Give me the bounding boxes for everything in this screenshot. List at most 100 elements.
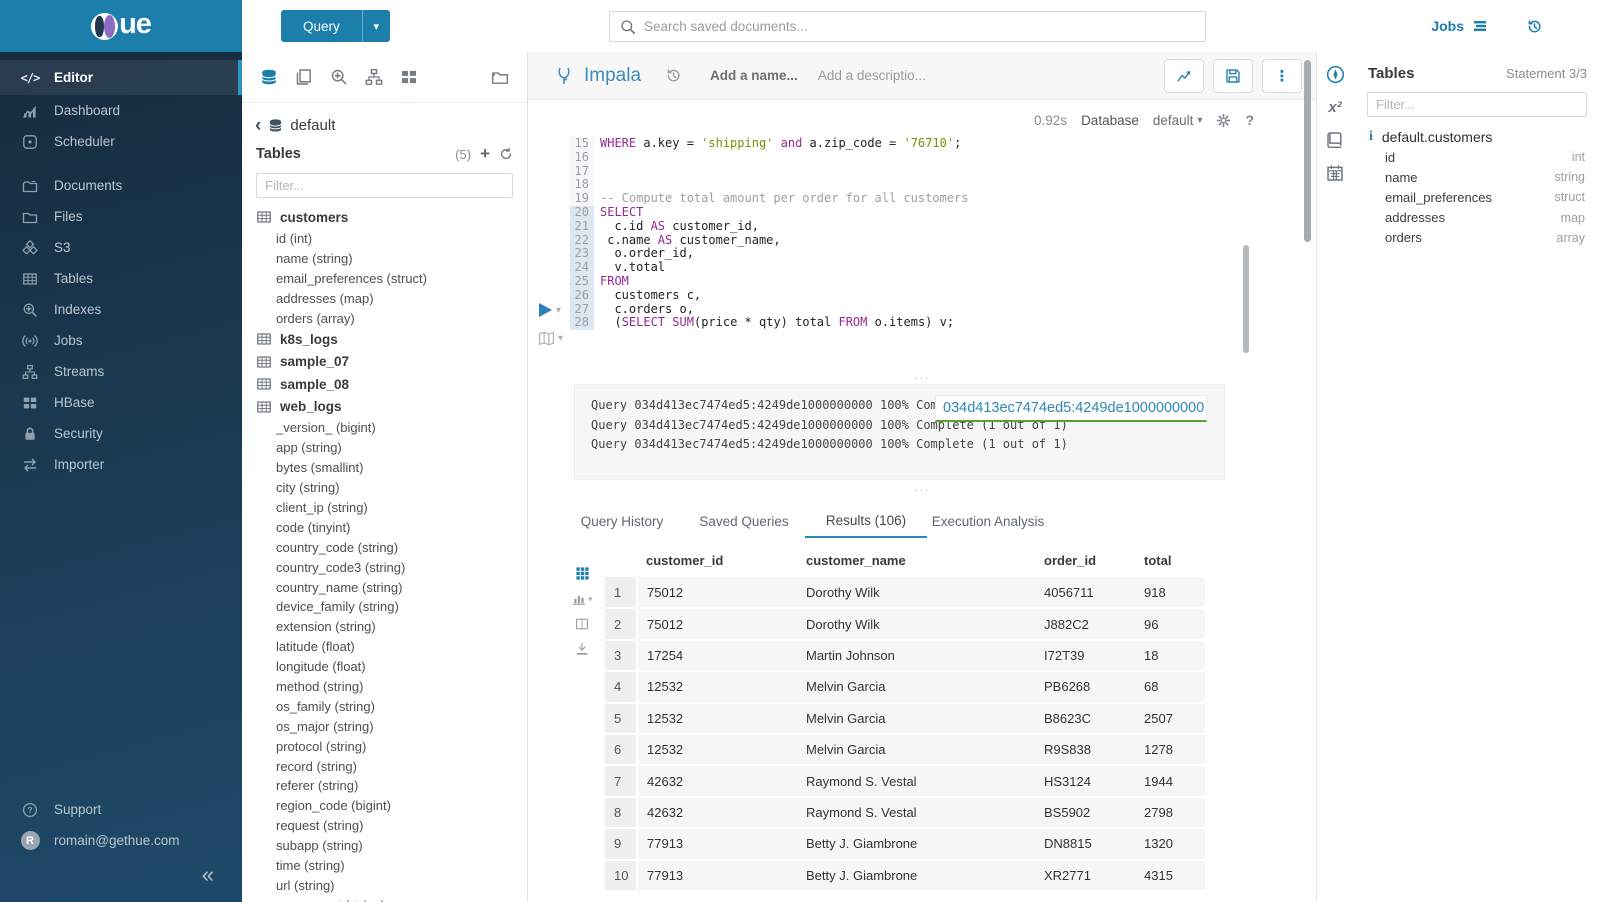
table-row[interactable]: 2 75012 Dorothy Wilk J882C2 96: [605, 608, 1205, 641]
table-row[interactable]: 5 12532 Melvin Garcia B8623C 2507: [605, 702, 1205, 735]
tab-query-history[interactable]: Query History: [580, 513, 664, 529]
assist-column[interactable]: method (string): [276, 678, 364, 694]
sidebar-item-user[interactable]: R romain@gethue.com: [0, 825, 242, 856]
column-header-customer-name[interactable]: customer_name: [797, 544, 1035, 577]
code-editor[interactable]: 15 WHERE a.key = 'shipping' and a.zip_cod…: [570, 136, 1270, 331]
more-actions-button[interactable]: ⋮: [1262, 58, 1302, 93]
assist-column[interactable]: code (tinyint): [276, 519, 351, 535]
assist-table-web-logs[interactable]: web_logs: [256, 395, 527, 418]
assist-filter-input[interactable]: [256, 173, 513, 198]
zoom-plus-icon[interactable]: [330, 68, 348, 86]
engine-selector[interactable]: Impala: [554, 65, 641, 87]
right-assist-filter-input[interactable]: [1367, 92, 1587, 117]
functions-x2-icon[interactable]: x²: [1328, 99, 1342, 116]
code-line-21[interactable]: 21 c.id AS customer_id,: [570, 219, 1270, 234]
assist-column[interactable]: protocol (string): [276, 738, 367, 754]
assist-column[interactable]: orders (array): [276, 310, 355, 326]
info-icon[interactable]: i: [1369, 129, 1373, 144]
sitemap-icon[interactable]: [365, 68, 383, 86]
code-line-20[interactable]: 20 SELECT: [570, 205, 1270, 220]
assist-column[interactable]: referer (string): [276, 778, 359, 794]
folder-open-icon[interactable]: [491, 68, 509, 86]
code-line-28[interactable]: 28 (SELECT SUM(price * qty) total FROM o…: [570, 315, 1270, 331]
active-table-row[interactable]: i default.customers: [1353, 125, 1601, 147]
assist-table-sample-08[interactable]: sample_08: [256, 373, 527, 396]
assist-table-customers[interactable]: customers: [256, 206, 527, 229]
sidebar-item-support[interactable]: ? Support: [0, 794, 242, 825]
tab-execution-analysis[interactable]: Execution Analysis: [931, 513, 1045, 529]
hue-logo[interactable]: ue: [0, 0, 242, 52]
code-line-15[interactable]: 15 WHERE a.key = 'shipping' and a.zip_cod…: [570, 136, 1270, 151]
assist-column[interactable]: latitude (float): [276, 639, 355, 655]
assist-column[interactable]: country_code (string): [276, 539, 399, 555]
sidebar-item-dashboard[interactable]: Dashboard: [0, 95, 242, 126]
tab-saved-queries[interactable]: Saved Queries: [699, 513, 789, 529]
assist-column[interactable]: longitude (float): [276, 659, 366, 675]
download-icon[interactable]: [572, 642, 593, 656]
assist-column[interactable]: country_name (string): [276, 579, 403, 595]
scheduler-calendar-icon[interactable]: [1326, 164, 1344, 182]
breadcrumb-database[interactable]: default: [290, 117, 336, 134]
code-line-27[interactable]: 27 c.orders o,: [570, 302, 1270, 317]
assist-column[interactable]: os_family (string): [276, 698, 375, 714]
code-line-22[interactable]: 22 c.name AS customer_name,: [570, 233, 1270, 248]
chart-button[interactable]: [1164, 58, 1204, 93]
language-reference-book-icon[interactable]: [1326, 131, 1344, 149]
table-row[interactable]: 6 12532 Melvin Garcia R9S838 1278: [605, 733, 1205, 767]
table-row[interactable]: 8 42632 Raymond S. Vestal BS5902 2798: [605, 796, 1205, 830]
assist-table-sample-07[interactable]: sample_07: [256, 350, 527, 373]
assist-column[interactable]: city (string): [276, 480, 340, 496]
copy-docs-icon[interactable]: [295, 68, 313, 86]
sidebar-item-scheduler[interactable]: Scheduler: [0, 126, 242, 157]
sidebar-collapse-button[interactable]: «: [201, 862, 214, 887]
sidebar-item-documents[interactable]: Documents: [0, 170, 242, 201]
assist-column[interactable]: time (string): [276, 857, 345, 873]
query-id-tooltip[interactable]: 034d413ec7474ed5:4249de1000000000: [935, 395, 1207, 422]
right-column-orders[interactable]: orders array: [1353, 228, 1601, 248]
sidebar-item-editor[interactable]: </> Editor: [0, 60, 242, 95]
column-header-order-id[interactable]: order_id: [1035, 544, 1135, 577]
db-stack-icon[interactable]: [260, 68, 278, 86]
query-history-icon[interactable]: [665, 67, 682, 84]
assist-column[interactable]: client_ip (string): [276, 499, 368, 515]
back-chevron-icon[interactable]: ‹: [255, 115, 262, 136]
code-line-24[interactable]: 24 v.total: [570, 260, 1270, 275]
refresh-icon[interactable]: [499, 147, 513, 161]
chart-view-icon[interactable]: ▾: [572, 592, 593, 606]
assist-column[interactable]: addresses (map): [276, 290, 374, 306]
assist-column[interactable]: region_code (bigint): [276, 798, 391, 814]
column-header-customer-id[interactable]: customer_id: [637, 544, 797, 577]
table-row[interactable]: 4 12532 Melvin Garcia PB6268 68: [605, 671, 1205, 704]
add-table-icon[interactable]: +: [480, 144, 490, 163]
assist-column[interactable]: bytes (smallint): [276, 460, 364, 476]
assist-column[interactable]: os_major (string): [276, 718, 374, 734]
query-dropdown-caret[interactable]: ▾: [361, 10, 390, 42]
table-row[interactable]: 9 77913 Betty J. Giambrone DN8815 1320: [605, 828, 1205, 861]
history-icon[interactable]: [1526, 18, 1543, 35]
assist-column[interactable]: url (string): [276, 877, 335, 893]
assist-column[interactable]: name (string): [276, 250, 353, 266]
search-input[interactable]: [644, 19, 1195, 34]
table-row[interactable]: 10 77913 Betty J. Giambrone XR2771 4315: [605, 859, 1205, 892]
assist-table-k8s-logs[interactable]: k8s_logs: [256, 328, 527, 351]
grid-view-icon[interactable]: [572, 566, 593, 581]
columns-view-icon[interactable]: [572, 617, 593, 631]
right-column-name[interactable]: name string: [1353, 167, 1601, 187]
assistant-compass-icon[interactable]: [1326, 65, 1345, 84]
presentation-book-icon[interactable]: [538, 330, 555, 347]
assist-column[interactable]: extension (string): [276, 619, 376, 635]
code-line-16[interactable]: 16: [570, 150, 1270, 165]
sidebar-item-security[interactable]: Security: [0, 418, 242, 449]
new-query-button[interactable]: Query ▾: [281, 10, 390, 42]
right-column-addresses[interactable]: addresses map: [1353, 208, 1601, 228]
results-resize-handle[interactable]: ···: [914, 482, 930, 497]
database-selector[interactable]: default ▾: [1153, 113, 1203, 128]
sidebar-item-streams[interactable]: Streams: [0, 356, 242, 387]
assist-column[interactable]: subapp (string): [276, 838, 363, 854]
table-row[interactable]: 7 42632 Raymond S. Vestal HS3124 1944: [605, 765, 1205, 798]
code-line-19[interactable]: 19 -- Compute total amount per order for …: [570, 191, 1270, 206]
execute-button[interactable]: [538, 302, 553, 318]
assist-column[interactable]: id (int): [276, 230, 313, 246]
assist-column[interactable]: user_agent (string): [256, 895, 527, 902]
settings-gear-icon[interactable]: [1216, 113, 1231, 128]
